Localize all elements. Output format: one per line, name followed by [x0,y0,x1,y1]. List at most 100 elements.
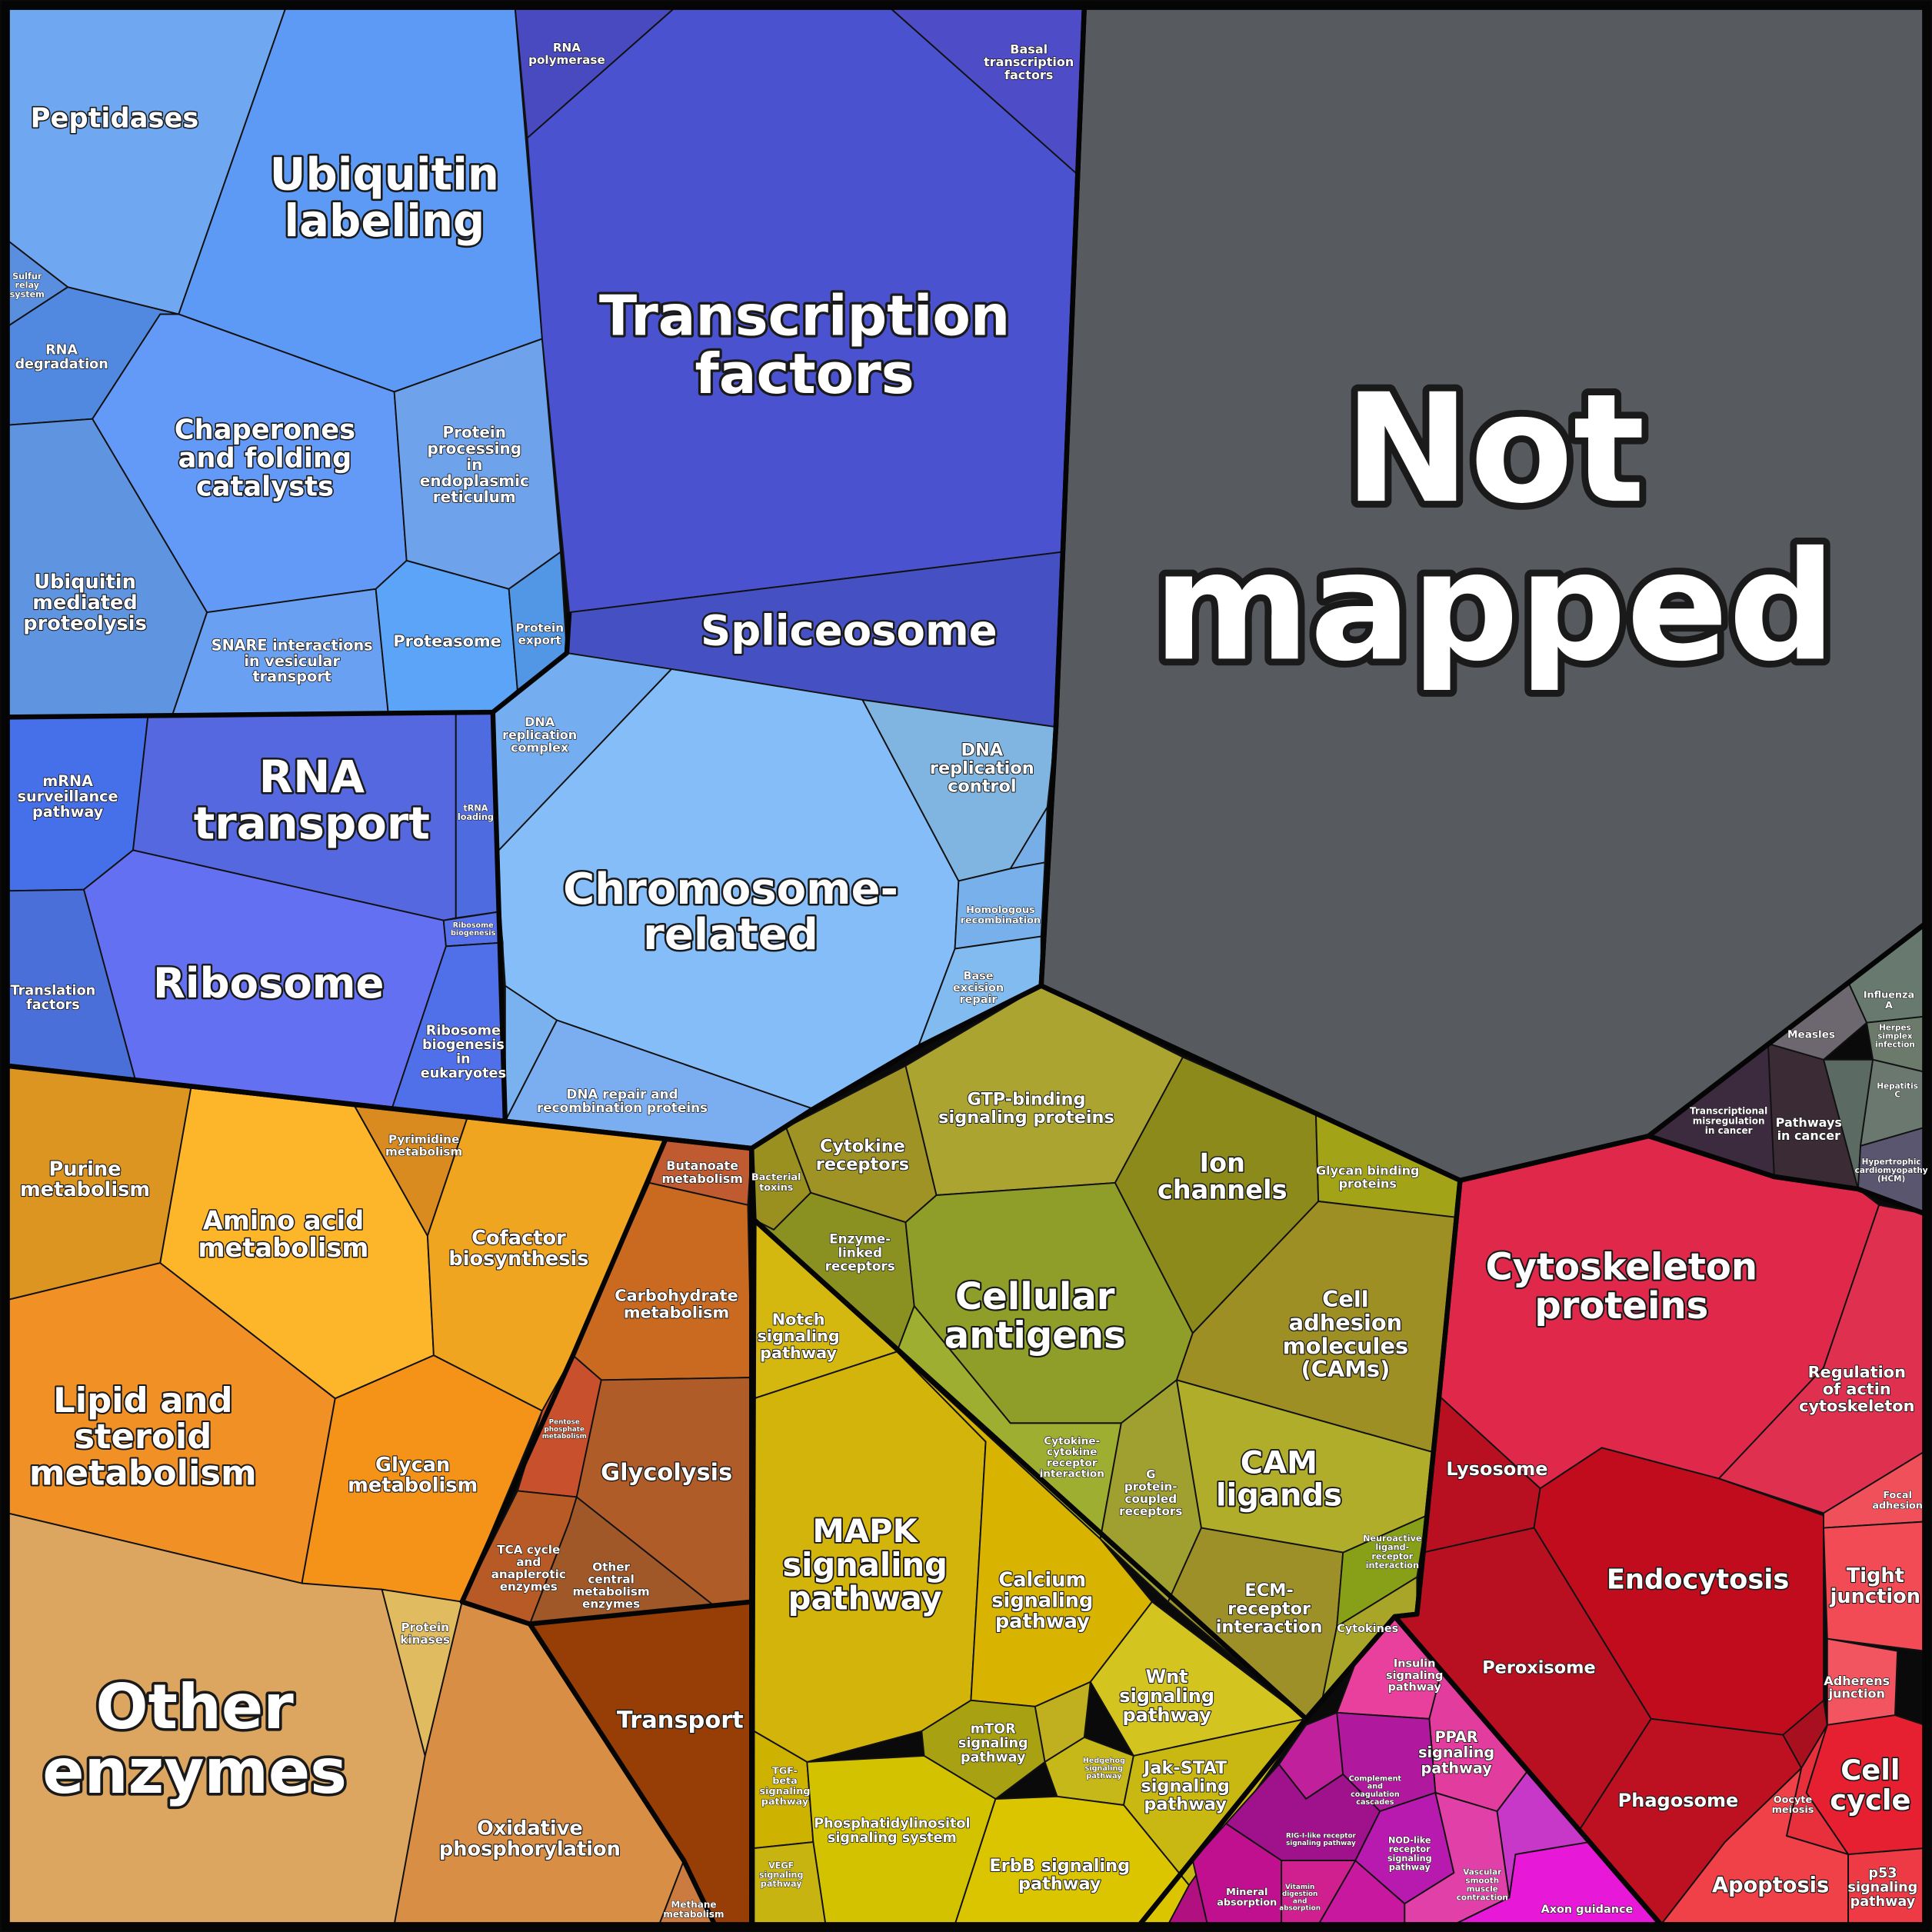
region-label: Basal [1010,42,1048,56]
region-label: p53 [1868,1866,1897,1881]
region-label: replication [502,728,577,742]
region-label: Endocytosis [1607,1564,1790,1595]
group-outline [528,1622,718,1926]
region-label: Lysosome [1446,1458,1547,1480]
region-label: VEGF [768,1861,794,1871]
region-label: Methane [671,1899,716,1910]
region-label: receptor [1047,1457,1098,1469]
region-label: C [1894,1090,1900,1099]
region-label: transport [252,668,331,685]
region-label: recombination proteins [537,1100,708,1115]
region-label: Pathways [1776,1115,1842,1130]
region-label: signaling [1418,1744,1494,1761]
region-label: anaplerotic [491,1567,566,1581]
region-label: RNA [45,342,78,358]
region-label: Peptidases [31,102,199,134]
region-label: RNA [553,41,581,55]
region-label: signaling [1141,1776,1229,1796]
region-label: cytoskeleton [1799,1397,1914,1415]
region-label: metabolism [572,1584,649,1598]
region-label: metabolism [624,1303,729,1321]
region-label: proteins [1534,1284,1708,1327]
region-label: Oocyte [1774,1794,1813,1806]
region-label: Peroxisome [1482,1658,1595,1678]
region-label: Glycan binding [1316,1164,1420,1178]
region-label: transport [194,797,430,849]
region-label: Jak-STAT [1142,1758,1227,1778]
group-outline [459,1138,752,1627]
region-label: antigens [944,1314,1126,1357]
region-label: enzymes [42,1736,347,1807]
region-label: biosynthesis [448,1247,588,1271]
region-label: reticulum [433,488,516,506]
region-label: linked [838,1244,882,1260]
region-label: degradation [15,357,108,372]
region-label: signaling pathway [1286,1840,1356,1847]
region-label: in [456,1051,471,1067]
region-label: Ion [1199,1148,1245,1178]
region-label: Mineral [1226,1887,1267,1898]
region-label: signaling proteins [938,1108,1114,1128]
region-label: Hepatitis [1877,1081,1918,1091]
region-label: mTOR [971,1721,1016,1737]
region-label: RNA [259,751,365,803]
region-label: beta [772,1776,798,1787]
region-label: channels [1158,1175,1287,1205]
region-label: Oxidative [477,1817,583,1840]
region-label: factors [1004,68,1053,82]
region-label: Bacterial [751,1172,801,1184]
cells [6,6,1926,1926]
region-label: and [1293,1897,1307,1905]
region-label: Glycolysis [601,1460,732,1487]
region-label: and folding [178,443,352,475]
region-label: factors [695,342,914,407]
region-label: Phagosome [1618,1790,1739,1811]
region-label: ligand- [1375,1543,1409,1553]
region-label: Neuroactive [1363,1534,1422,1544]
region-label: Cytokine [820,1136,905,1156]
region-label: mapped [1153,520,1836,695]
region-label: control [948,777,1016,797]
region-label: Cofactor [471,1227,566,1250]
region-label: muscle [1467,1885,1498,1894]
group-outline [490,711,508,1121]
region-label: polymerase [528,53,605,67]
region-label: smooth [1465,1877,1499,1886]
region-label: Apoptosis [1712,1874,1829,1897]
region-label: (CAMs) [1301,1356,1391,1382]
region-label: Ribosome [453,921,495,930]
region-label: absorption [1217,1897,1277,1908]
region-label: Insulin [1394,1658,1436,1671]
region-label: complex [511,741,569,755]
region-label: digestion [1282,1890,1317,1898]
region-label: Not [1344,362,1645,537]
region-label: Spliceosome [701,606,998,655]
region-label: signaling [1848,1880,1918,1895]
region-label: in cancer [1705,1125,1753,1136]
region-label: Glycan [375,1454,450,1477]
region-label: tRNA [463,803,488,813]
region-label: Pyrimidine [388,1132,459,1146]
region-label: Ribosome [153,958,384,1008]
region-label: pathway [32,803,104,821]
region-label: enzymes [500,1580,558,1594]
region-label: pathway [1122,1704,1211,1726]
region-label: and [516,1555,541,1569]
region-label: Hedgehog [1083,1757,1125,1765]
region-label: CAM [1241,1446,1317,1481]
region-label: Vitamin [1285,1884,1314,1891]
region-label: related [643,910,818,960]
region-label: signaling system [828,1830,957,1846]
region-label: metabolism [348,1474,478,1497]
region-label: Tight [1847,1564,1904,1587]
region-label: Enzyme- [829,1231,891,1247]
region-label: Proteasome [393,632,501,651]
region-label: cycle [1830,1784,1910,1817]
region-label: pathway [1018,1874,1101,1894]
region-label: receptors [825,1258,895,1274]
region-label: absorption [1279,1905,1321,1913]
region-label: processing [427,439,521,458]
region-label: replication [930,758,1034,778]
region-label: in vesicular [244,652,340,670]
